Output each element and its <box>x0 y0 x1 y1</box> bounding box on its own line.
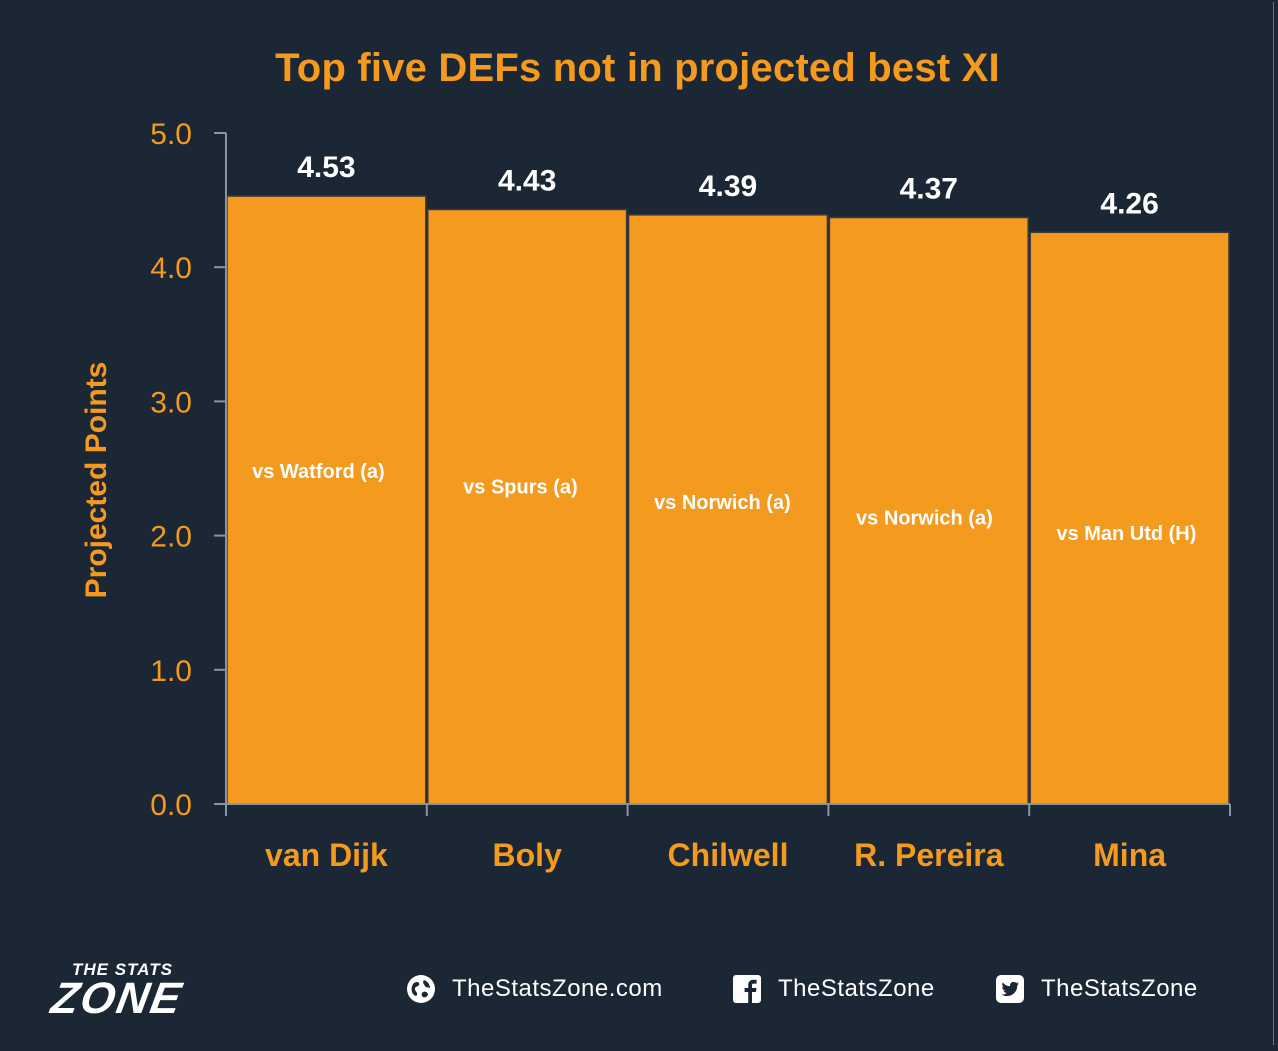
bar-fixture-label: vs Man Utd (H) <box>1056 523 1196 545</box>
footer: THE STATS ZONE TheStatsZone.com TheStats… <box>2 952 1273 1032</box>
bar <box>427 208 628 805</box>
y-tick-label: 4.0 <box>150 252 192 285</box>
x-tick-label: Boly <box>493 837 563 873</box>
bar <box>627 214 829 805</box>
bar <box>1029 231 1230 805</box>
bar-value-label: 4.39 <box>699 170 757 203</box>
y-axis-label-group: Projected Points <box>80 362 113 599</box>
y-tick-label: 3.0 <box>150 386 192 419</box>
website-link[interactable]: TheStatsZone.com <box>406 974 663 1004</box>
twitter-text: TheStatsZone <box>1041 975 1198 1002</box>
globe-icon <box>407 975 435 1003</box>
logo-top-text: THE STATS <box>72 960 173 979</box>
x-tick-label: Mina <box>1093 837 1166 873</box>
twitter-link[interactable]: TheStatsZone <box>995 974 1198 1004</box>
bar-fixture-label: vs Spurs (a) <box>463 477 577 499</box>
stats-zone-logo: THE STATS ZONE <box>48 958 272 1028</box>
x-axis-ticks: van Dijk Boly Chilwell R. Pereira Mina <box>225 804 1231 873</box>
twitter-icon <box>996 975 1024 1003</box>
x-tick-label: van Dijk <box>265 837 388 873</box>
y-axis-label: Projected Points <box>80 362 113 599</box>
facebook-icon <box>733 975 761 1003</box>
x-tick-label: Chilwell <box>668 837 789 873</box>
bar-chart: Projected Points 0.0 1.0 2.0 3.0 4.0 5.0 4.53… <box>80 118 1231 873</box>
chart-title: Top five DEFs not in projected best XI <box>275 46 1000 90</box>
bar <box>226 195 427 805</box>
bar-fixture-label: vs Norwich (a) <box>654 492 791 514</box>
y-tick-label: 2.0 <box>150 521 192 554</box>
bar-value-label: 4.53 <box>297 151 355 184</box>
axes <box>225 133 1230 805</box>
facebook-link[interactable]: TheStatsZone <box>732 974 935 1004</box>
bar-value-label: 4.26 <box>1100 187 1158 220</box>
y-tick-label: 5.0 <box>150 118 192 151</box>
logo-main-text: ZONE <box>47 974 187 1023</box>
x-tick-label: R. Pereira <box>854 837 1004 873</box>
y-tick-label: 0.0 <box>150 789 192 822</box>
website-text: TheStatsZone.com <box>452 975 663 1002</box>
bar <box>828 216 1029 805</box>
bar-fixture-label: vs Norwich (a) <box>856 508 993 530</box>
bar-value-label: 4.43 <box>498 164 556 197</box>
facebook-text: TheStatsZone <box>778 975 935 1002</box>
bars: 4.53 vs Watford (a) 4.43 vs Spurs (a) 4.39 vs… <box>226 151 1230 805</box>
bar-value-label: 4.37 <box>900 173 958 206</box>
bar-fixture-label: vs Watford (a) <box>252 461 385 483</box>
y-tick-label: 1.0 <box>150 655 192 688</box>
y-axis-ticks: 0.0 1.0 2.0 3.0 4.0 5.0 <box>150 118 226 822</box>
